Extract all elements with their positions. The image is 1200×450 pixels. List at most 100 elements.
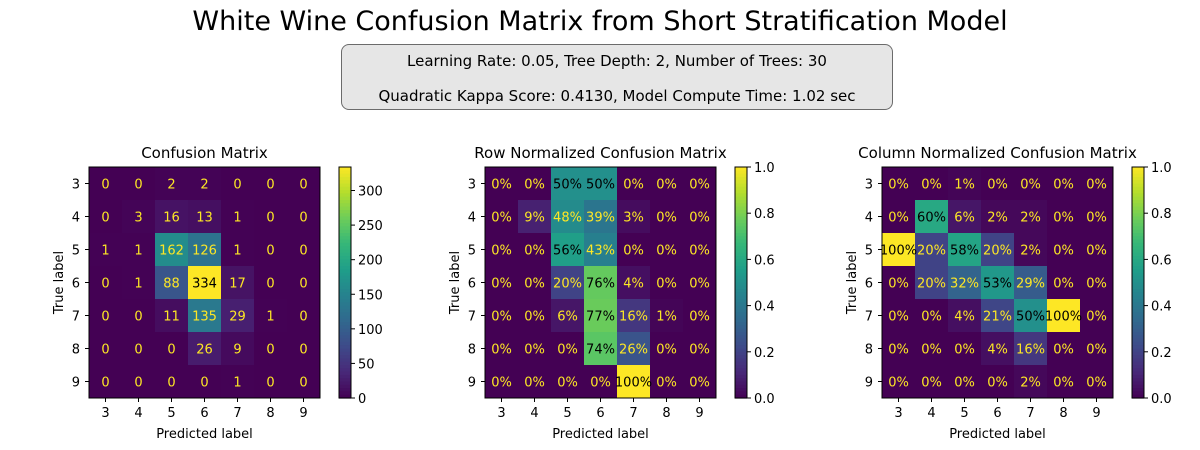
colorbar-segment — [1132, 186, 1144, 191]
x-tick-label: 5 — [563, 406, 571, 421]
colorbar-segment — [735, 275, 747, 280]
heatmap-cell — [188, 233, 222, 267]
colorbar-segment — [735, 272, 747, 277]
cell-value-label: 0 — [266, 376, 274, 391]
colorbar-segment — [735, 209, 747, 214]
y-axis-label: True label — [52, 251, 67, 315]
cell-value-label: 0% — [921, 376, 942, 391]
colorbar-tick-label: 200 — [358, 254, 383, 269]
heatmap-cell — [882, 167, 916, 201]
y-tick-label: 3 — [72, 178, 80, 193]
cell-value-label: 0% — [656, 178, 677, 193]
colorbar-segment — [1132, 256, 1144, 260]
colorbar-segment — [735, 203, 747, 208]
colorbar-segment — [735, 381, 747, 386]
y-axis-label: True label — [448, 251, 463, 315]
cell-value-label: 0% — [1053, 178, 1074, 193]
x-tick-label: 9 — [695, 406, 703, 421]
cell-value-label: 3% — [623, 211, 644, 226]
y-tick-label: 7 — [468, 310, 476, 325]
x-tick-label: 8 — [662, 406, 670, 421]
colorbar-segment — [339, 206, 351, 211]
colorbar-segment — [1132, 391, 1144, 396]
colorbar-segment — [339, 176, 351, 181]
heatmap-cell — [221, 332, 255, 366]
cell-value-label: 53% — [983, 277, 1012, 292]
heatmap-cell — [882, 233, 916, 267]
colorbar-segment — [735, 351, 747, 356]
colorbar-segment — [735, 325, 747, 330]
y-tick-label: 8 — [468, 343, 476, 358]
colorbar-segment — [735, 391, 747, 396]
colorbar-segment — [1132, 338, 1144, 343]
x-tick-label: 8 — [266, 406, 274, 421]
cell-value-label: 0% — [689, 376, 710, 391]
colorbar-segment — [735, 368, 747, 373]
colorbar-segment — [339, 229, 351, 234]
colorbar-segment — [735, 384, 747, 389]
x-axis-label: Predicted label — [552, 427, 649, 442]
colorbar-segment — [1132, 302, 1144, 307]
heatmap-cell — [485, 167, 519, 201]
colorbar-segment — [1132, 216, 1144, 221]
heatmap-cell — [1080, 233, 1114, 267]
colorbar-segment — [1132, 279, 1144, 284]
heatmap-cell — [584, 167, 618, 201]
y-tick-label: 5 — [865, 244, 873, 259]
heatmap-cell — [1047, 167, 1081, 201]
cell-value-label: 0% — [491, 178, 512, 193]
heatmap-cell — [1014, 299, 1048, 333]
cell-value-label: 0% — [491, 211, 512, 226]
colorbar-segment — [339, 236, 351, 241]
colorbar-segment — [339, 289, 351, 293]
colorbar-tick-label: 0.0 — [754, 392, 775, 407]
heatmap-cell — [1080, 332, 1114, 366]
cell-value-label: 1 — [233, 244, 241, 259]
y-tick-label: 7 — [72, 310, 80, 325]
colorbar-segment — [339, 216, 351, 221]
cell-value-label: 0% — [1053, 343, 1074, 358]
y-tick-label: 4 — [468, 211, 476, 226]
heatmap-cell — [1080, 365, 1114, 399]
heatmap-cell — [1014, 200, 1048, 234]
y-tick-label: 3 — [468, 178, 476, 193]
colorbar-segment — [735, 239, 747, 244]
colorbar-segment — [1132, 388, 1144, 392]
cell-value-label: 88 — [163, 277, 180, 292]
cell-value-label: 0% — [1086, 376, 1107, 391]
chart-title: Column Normalized Confusion Matrix — [858, 144, 1137, 162]
colorbar-segment — [339, 322, 351, 326]
x-tick-label: 4 — [927, 406, 935, 421]
colorbar-segment — [339, 299, 351, 303]
cell-value-label: 0% — [491, 244, 512, 259]
x-tick-label: 4 — [134, 406, 142, 421]
colorbar-segment — [339, 180, 351, 185]
cell-value-label: 0 — [134, 310, 142, 325]
heatmap-cell — [915, 200, 949, 234]
cell-value-label: 0% — [1086, 211, 1107, 226]
heatmap-cell — [915, 332, 949, 366]
colorbar-segment — [1132, 242, 1144, 247]
heatmap-cell — [981, 266, 1015, 300]
cell-value-label: 0% — [888, 211, 909, 226]
cell-value-label: 0 — [101, 211, 109, 226]
cell-value-label: 0% — [1053, 211, 1074, 226]
heatmap-cell — [584, 365, 618, 399]
colorbar-segment — [1132, 229, 1144, 234]
colorbar-segment — [735, 282, 747, 287]
heatmap-cell — [551, 200, 585, 234]
heatmap-cell — [485, 200, 519, 234]
colorbar-segment — [735, 318, 747, 323]
colorbar-segment — [1132, 335, 1144, 340]
colorbar-segment — [735, 213, 747, 218]
colorbar-segment — [735, 233, 747, 237]
colorbar-segment — [735, 223, 747, 227]
heatmap-cell — [485, 233, 519, 267]
cell-value-label: 0 — [134, 376, 142, 391]
colorbar-segment — [735, 180, 747, 185]
cell-value-label: 16% — [619, 310, 648, 325]
colorbar-segment — [339, 318, 351, 323]
colorbar-segment — [1132, 269, 1144, 274]
colorbar-segment — [339, 345, 351, 350]
cell-value-label: 0 — [299, 310, 307, 325]
